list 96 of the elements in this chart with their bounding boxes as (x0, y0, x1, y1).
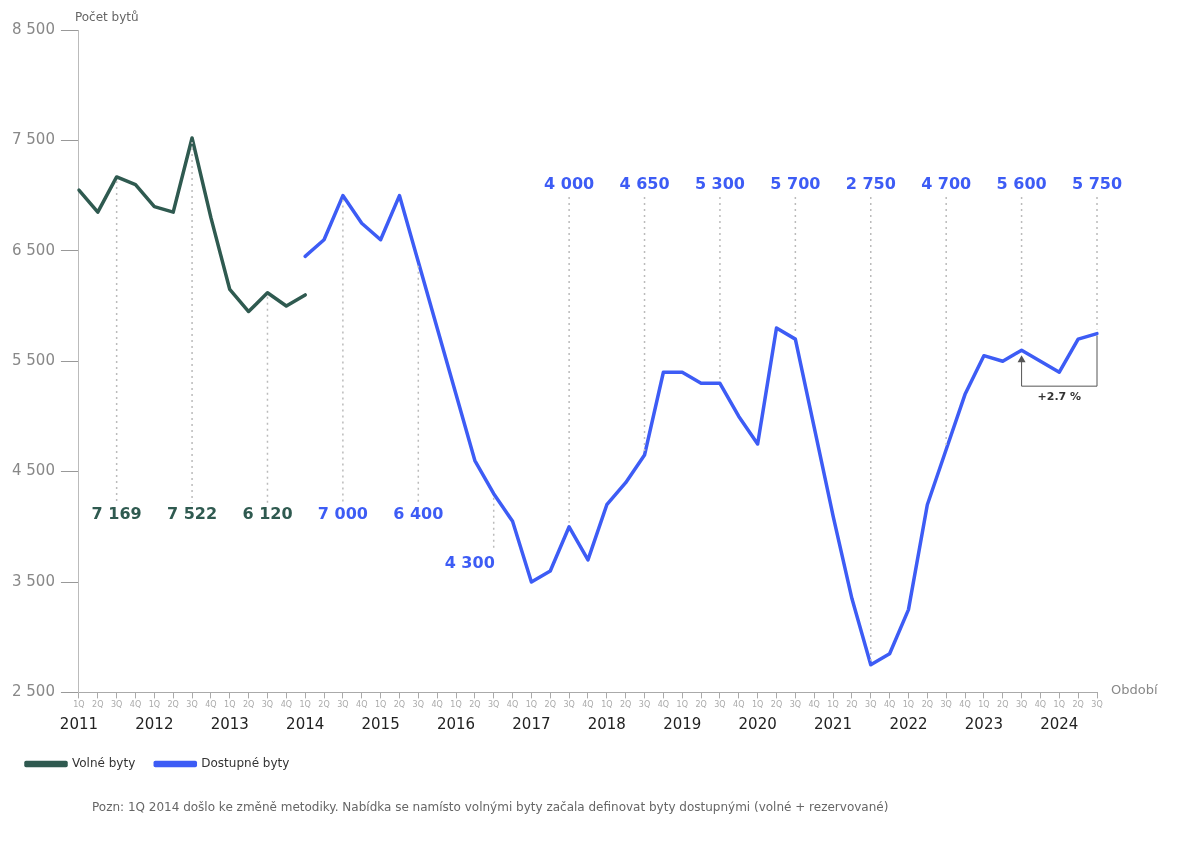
x-tick-label: 4Q (356, 700, 368, 710)
x-tick-label: 3Q (865, 700, 877, 710)
x-tick-label: 1Q (525, 700, 538, 710)
x-axis-title: Období (1111, 681, 1158, 697)
x2-tick-label: 2015 (361, 714, 400, 733)
x-tick-label: 2Q (846, 700, 858, 710)
x-tick-label: 4Q (959, 700, 971, 710)
x2-tick-label: 2011 (59, 714, 99, 733)
x2-tick-label: 2016 (436, 714, 476, 733)
y-tick-label: 7 500 (11, 130, 55, 149)
x-tick-label: 3Q (638, 700, 651, 710)
data-label: 4 300 (444, 552, 495, 572)
annotation: +2.7 % (1037, 389, 1082, 403)
data-label: 4 650 (619, 174, 670, 194)
x-tick-label: 1Q (450, 700, 462, 710)
data-label: 5 300 (694, 174, 745, 194)
legend-label: Volné byty (72, 756, 136, 771)
x2-tick-label: 2020 (738, 714, 777, 733)
x2-tick-label: 2013 (210, 714, 249, 733)
x2-tick-label: 2024 (1040, 714, 1079, 733)
x2-tick-label: 2012 (135, 714, 174, 733)
y-tick-label: 4 500 (11, 461, 55, 480)
text: Pozn: 1Q 2014 došlo ke změně metodiky. Nabídka se namísto volnými byty začala definovat byty dostupnými (volné + rezervované) (92, 800, 890, 814)
x-tick-label: 2Q (393, 700, 406, 710)
x-tick-label: 2Q (92, 700, 104, 710)
y-tick-label: 3 500 (11, 571, 55, 590)
x-tick-label: 4Q (431, 700, 443, 710)
x2-tick-label: 2023 (964, 714, 1003, 733)
x-tick-label: 2Q (695, 700, 707, 710)
x-tick-label: 3Q (1015, 700, 1028, 710)
x-tick-label: 2Q (997, 700, 1009, 710)
y-tick-label: 8 500 (11, 19, 55, 38)
data-label: 4 000 (544, 174, 595, 194)
x-tick-label: 1Q (601, 700, 613, 710)
data-label: 7 000 (317, 504, 368, 524)
x-tick-label: 4Q (1034, 700, 1047, 710)
x-tick-label: 2Q (921, 700, 934, 710)
x-tick-label: 4Q (129, 700, 142, 710)
x-tick-label: 4Q (280, 700, 293, 710)
x-tick-label: 1Q (374, 700, 387, 710)
x-tick-label: 3Q (940, 700, 952, 710)
data-label: 6 400 (393, 504, 444, 524)
x-tick-label: 3Q (186, 700, 198, 710)
x-tick-label: 1Q (224, 700, 236, 710)
x2-tick-label: 2019 (663, 714, 702, 733)
x-tick-label: 3Q (110, 700, 123, 710)
x-tick-label: 2Q (469, 700, 481, 710)
data-label: 7 522 (167, 504, 218, 524)
x-tick-label: 2Q (770, 700, 783, 710)
x-tick-label: 3Q (261, 700, 274, 710)
y-axis-title: Počet bytů (74, 10, 139, 25)
x-tick-label: 1Q (299, 700, 311, 710)
data-label: 2 750 (845, 174, 896, 194)
data-label: 5 700 (770, 174, 821, 194)
x2-tick-label: 2017 (512, 714, 551, 733)
data-label: 5 600 (996, 174, 1047, 194)
x-tick-label: 1Q (978, 700, 990, 710)
x-tick-label: 2Q (544, 700, 556, 710)
x-tick-label: 2Q (318, 700, 330, 710)
data-label: 4 700 (921, 174, 972, 194)
x-tick-label: 2Q (619, 700, 632, 710)
x-tick-label: 1Q (676, 700, 688, 710)
x-tick-label: 4Q (506, 700, 519, 710)
x-tick-label: 3Q (1091, 700, 1103, 710)
x-tick-label: 4Q (883, 700, 896, 710)
x-tick-label: 1Q (827, 700, 839, 710)
x-tick-label: 3Q (789, 700, 802, 710)
legend-label: Dostupné byty (201, 756, 290, 771)
y-tick-label: 5 500 (11, 351, 55, 370)
x-tick-label: 3Q (488, 700, 500, 710)
x-tick-label: 4Q (657, 700, 670, 710)
x-tick-label: 1Q (73, 700, 85, 710)
x-tick-label: 3Q (563, 700, 575, 710)
x-tick-label: 1Q (148, 700, 161, 710)
x2-tick-label: 2014 (286, 714, 325, 733)
x2-tick-label: 2022 (889, 714, 928, 733)
x-tick-label: 1Q (902, 700, 915, 710)
x-tick-label: 2Q (1072, 700, 1084, 710)
x-tick-label: 4Q (808, 700, 820, 710)
x-tick-label: 1Q (1053, 700, 1065, 710)
x-tick-label: 4Q (205, 700, 217, 710)
y-tick-label: 6 500 (11, 240, 55, 259)
x-tick-label: 3Q (412, 700, 424, 710)
x-tick-label: 3Q (714, 700, 726, 710)
x-tick-label: 4Q (733, 700, 745, 710)
data-label: 6 120 (242, 504, 293, 524)
x-tick-label: 2Q (167, 700, 179, 710)
x2-tick-label: 2018 (587, 714, 626, 733)
data-label: 7 169 (91, 504, 142, 524)
x2-tick-label: 2021 (813, 714, 853, 733)
x-tick-label: 1Q (751, 700, 764, 710)
x-tick-label: 2Q (242, 700, 255, 710)
y-tick-label: 2 500 (11, 682, 55, 701)
x-tick-label: 3Q (337, 700, 349, 710)
x-tick-label: 4Q (582, 700, 594, 710)
data-label: 5 750 (1071, 174, 1123, 194)
